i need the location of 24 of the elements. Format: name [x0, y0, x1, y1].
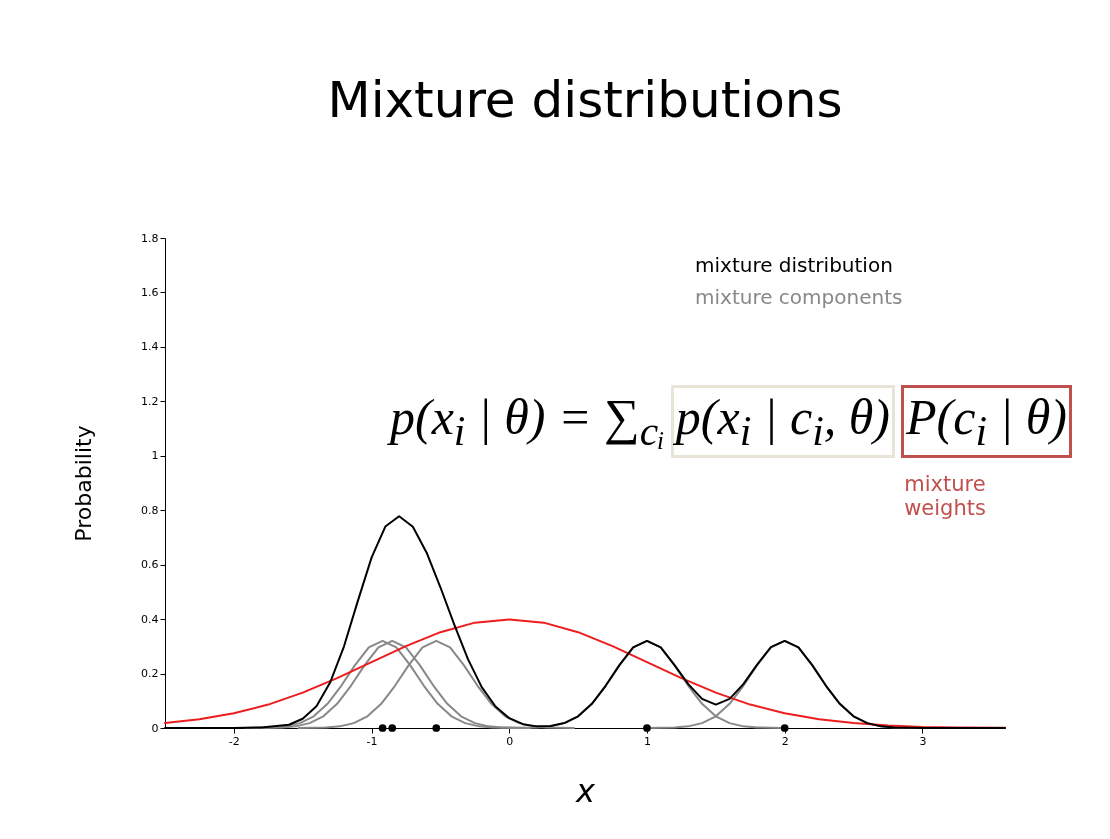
x-axis-title: x — [575, 771, 597, 810]
text: mixture components — [695, 285, 903, 309]
y-tick-label: 0.8 — [141, 503, 159, 517]
x-tick-label: 3 — [919, 734, 927, 748]
annotation: mixture weights — [903, 472, 987, 520]
y-axis-title: Probability — [71, 425, 97, 542]
x-tick-label: -1 — [366, 734, 378, 748]
y-tick-label: 1.6 — [141, 285, 159, 299]
y-tick-label: 1 — [151, 449, 159, 463]
y-tick-label: 0.4 — [141, 612, 159, 626]
y-tick-label: 0.2 — [141, 667, 159, 681]
y-tick-label: 0 — [151, 721, 159, 735]
chart-title: Mixture distributions — [327, 71, 843, 129]
y-tick-label: 1.4 — [141, 340, 159, 354]
x-tick-label: -2 — [228, 734, 240, 748]
y-tick-label: 1.2 — [141, 394, 159, 408]
outline-box: p(x$_{i}$ | c$_{i}$, θ) — [670, 385, 895, 458]
y-tick-label: 1.8 — [141, 231, 159, 245]
text: mixture distribution — [695, 253, 893, 277]
outline-box: P(c$_{i}$ | θ) — [901, 385, 1072, 458]
x-tick-label: 2 — [781, 734, 789, 748]
x-tick-label: 0 — [506, 734, 514, 748]
x-tick-label: 1 — [643, 734, 651, 748]
y-tick-label: 0.6 — [141, 558, 159, 572]
